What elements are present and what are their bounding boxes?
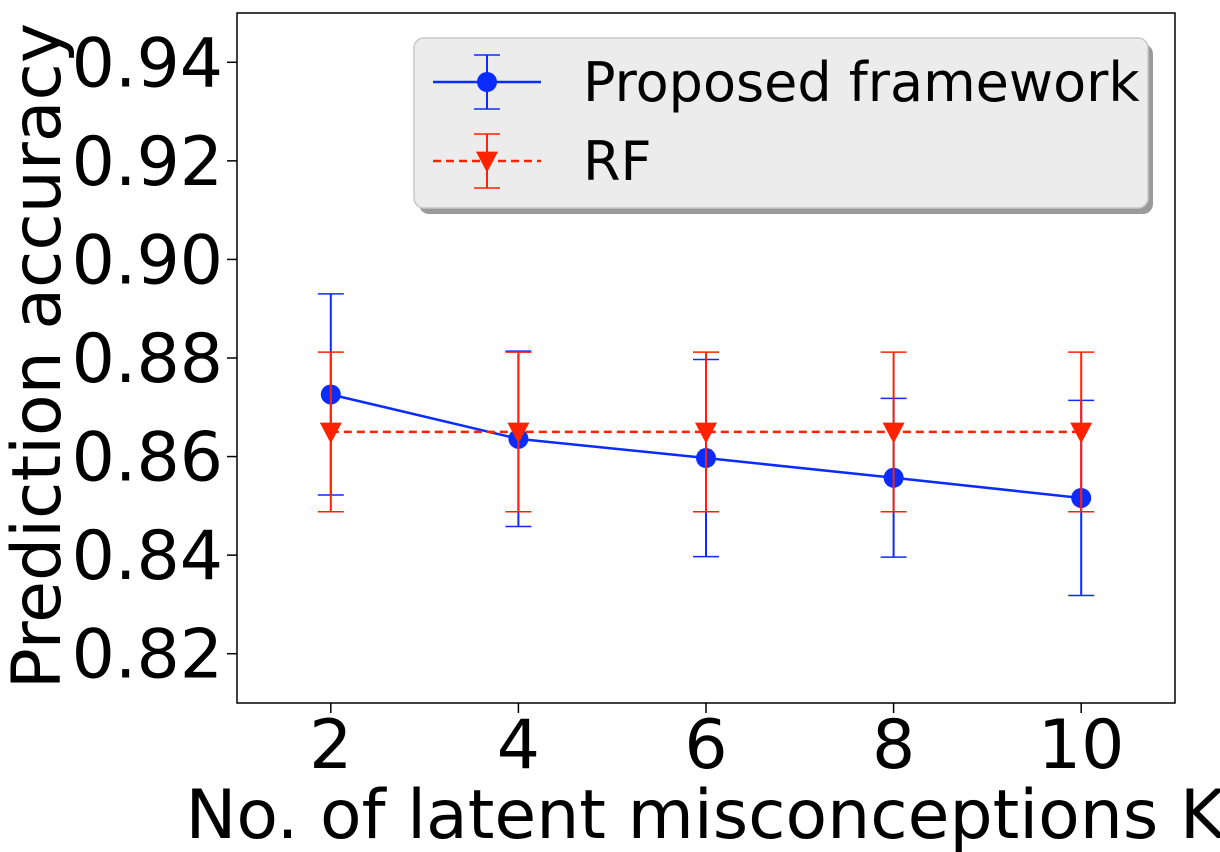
legend-entry-1: RF [433, 130, 652, 193]
axis-ticks: 2 4 6 8 10 0.82 0.84 0.86 0.88 0.90 0.92 0.94 [72, 24, 1125, 785]
y-tick-label: 0.82 [72, 616, 223, 695]
legend: Proposed framework RF [413, 37, 1153, 214]
y-tick-label: 0.88 [72, 320, 223, 399]
y-tick-label: 0.92 [72, 123, 223, 202]
data-point [882, 422, 905, 444]
legend-entry-0: Proposed framework [433, 51, 1140, 114]
x-tick-label: 4 [497, 706, 540, 785]
legend-box [413, 37, 1149, 209]
series-1 [317, 351, 1095, 513]
y-tick-label: 0.94 [72, 24, 223, 103]
legend-label: Proposed framework [583, 51, 1140, 114]
data-point [476, 151, 498, 173]
data-point [1070, 422, 1093, 444]
x-tick-label: 6 [684, 706, 727, 785]
x-tick-label: 2 [309, 706, 352, 785]
data-point [477, 72, 497, 92]
legend-label: RF [583, 130, 652, 193]
y-tick-label: 0.90 [72, 221, 223, 300]
plot-frame [236, 12, 1176, 704]
data-point [695, 422, 717, 444]
data-point [507, 422, 530, 444]
legend-items: Proposed framework RF [433, 51, 1140, 193]
y-tick-label: 0.86 [72, 419, 223, 498]
data-point [319, 422, 342, 444]
chart-series [317, 293, 1095, 597]
y-axis-label: Prediction accuracy [0, 23, 77, 689]
x-axis-label: No. of latent misconceptions K [185, 776, 1220, 852]
y-tick-label: 0.84 [72, 517, 223, 596]
x-tick-label: 10 [1038, 706, 1125, 785]
x-tick-label: 8 [872, 706, 915, 785]
